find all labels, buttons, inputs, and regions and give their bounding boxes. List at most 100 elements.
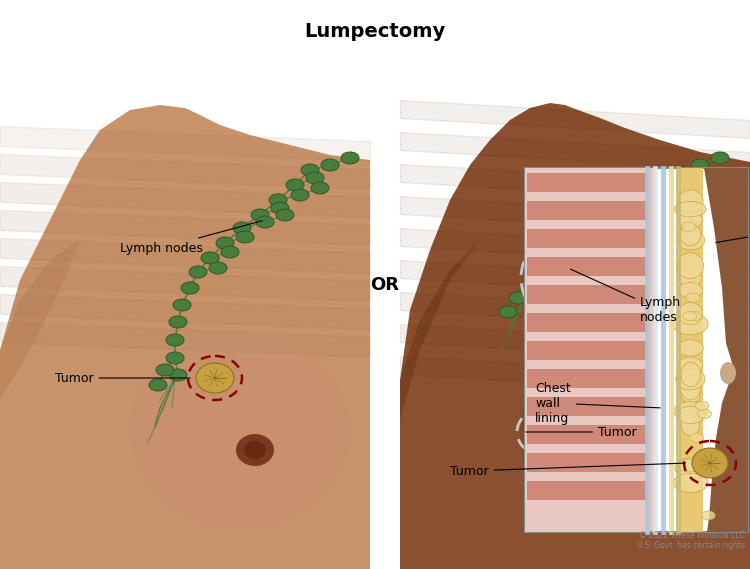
Ellipse shape (659, 187, 677, 199)
Bar (527, 257, 647, 275)
Ellipse shape (676, 406, 705, 423)
Bar (527, 453, 647, 471)
Ellipse shape (196, 363, 234, 393)
Ellipse shape (676, 176, 694, 188)
Polygon shape (400, 103, 750, 569)
Ellipse shape (618, 441, 652, 469)
Ellipse shape (680, 376, 700, 400)
Ellipse shape (311, 182, 329, 194)
Ellipse shape (321, 159, 339, 171)
Polygon shape (400, 240, 480, 420)
Ellipse shape (690, 433, 703, 442)
Ellipse shape (233, 222, 251, 234)
Ellipse shape (526, 276, 544, 288)
Ellipse shape (516, 289, 534, 301)
Ellipse shape (169, 316, 187, 328)
Ellipse shape (674, 402, 707, 421)
Bar (527, 313, 647, 331)
Ellipse shape (673, 473, 708, 493)
Ellipse shape (156, 364, 174, 376)
Ellipse shape (269, 194, 287, 206)
Ellipse shape (589, 226, 607, 238)
Ellipse shape (181, 282, 199, 294)
Ellipse shape (673, 313, 708, 335)
Ellipse shape (189, 266, 207, 278)
Text: © 2022 Terese Winslow LLC
U.S. Govt. has certain rights: © 2022 Terese Winslow LLC U.S. Govt. has… (637, 531, 745, 550)
Ellipse shape (499, 306, 517, 318)
Ellipse shape (671, 166, 689, 178)
Ellipse shape (606, 216, 624, 228)
Bar (525, 168, 655, 532)
Ellipse shape (676, 368, 705, 390)
Ellipse shape (149, 379, 167, 391)
Text: Fatty
tissue: Fatty tissue (716, 219, 750, 247)
Ellipse shape (173, 299, 191, 311)
Ellipse shape (641, 199, 659, 211)
Ellipse shape (701, 511, 715, 520)
Ellipse shape (521, 279, 539, 291)
Bar (527, 201, 647, 219)
Ellipse shape (683, 312, 697, 321)
Ellipse shape (678, 340, 703, 356)
Ellipse shape (286, 179, 304, 191)
Ellipse shape (686, 293, 700, 302)
Bar (527, 481, 647, 499)
Bar (527, 425, 647, 443)
Bar (0, 0, 370, 569)
Bar (527, 341, 647, 359)
Ellipse shape (623, 206, 641, 218)
Ellipse shape (639, 194, 657, 206)
Ellipse shape (680, 224, 700, 246)
Ellipse shape (680, 268, 701, 287)
Ellipse shape (656, 182, 674, 194)
Bar (527, 369, 647, 387)
Bar (527, 397, 647, 415)
Ellipse shape (256, 216, 274, 228)
Text: Tumor: Tumor (450, 463, 686, 477)
Text: Tumor: Tumor (55, 372, 190, 385)
Ellipse shape (291, 189, 309, 201)
Ellipse shape (301, 164, 319, 176)
Ellipse shape (711, 152, 729, 164)
Text: OR: OR (370, 276, 400, 294)
Ellipse shape (720, 362, 736, 384)
Ellipse shape (675, 458, 706, 479)
Ellipse shape (676, 253, 703, 279)
Ellipse shape (695, 401, 709, 410)
Ellipse shape (166, 352, 184, 364)
Polygon shape (0, 105, 370, 569)
Ellipse shape (306, 172, 324, 184)
Ellipse shape (679, 211, 702, 229)
Ellipse shape (251, 209, 269, 221)
Bar (400, 0, 750, 569)
Ellipse shape (678, 190, 703, 212)
Text: Lymph nodes: Lymph nodes (120, 221, 262, 254)
Ellipse shape (209, 262, 227, 274)
Ellipse shape (674, 201, 706, 217)
FancyBboxPatch shape (525, 168, 748, 532)
Bar (680, 168, 703, 532)
Ellipse shape (681, 362, 700, 387)
Ellipse shape (698, 410, 712, 419)
Ellipse shape (520, 340, 720, 530)
Ellipse shape (571, 239, 589, 251)
Ellipse shape (130, 330, 350, 530)
Ellipse shape (216, 237, 234, 249)
Ellipse shape (169, 369, 187, 381)
Polygon shape (704, 168, 748, 532)
Ellipse shape (166, 334, 184, 346)
Ellipse shape (688, 311, 702, 320)
Ellipse shape (681, 385, 700, 403)
Ellipse shape (553, 252, 571, 264)
Text: Lumpectomy: Lumpectomy (304, 22, 446, 41)
Ellipse shape (692, 448, 728, 478)
Ellipse shape (679, 303, 703, 325)
Ellipse shape (271, 202, 289, 214)
Ellipse shape (244, 441, 266, 459)
Ellipse shape (341, 152, 359, 164)
Text: Tumor: Tumor (526, 426, 637, 439)
Ellipse shape (201, 252, 219, 264)
Ellipse shape (677, 230, 704, 250)
Ellipse shape (678, 357, 703, 373)
Ellipse shape (527, 415, 569, 449)
